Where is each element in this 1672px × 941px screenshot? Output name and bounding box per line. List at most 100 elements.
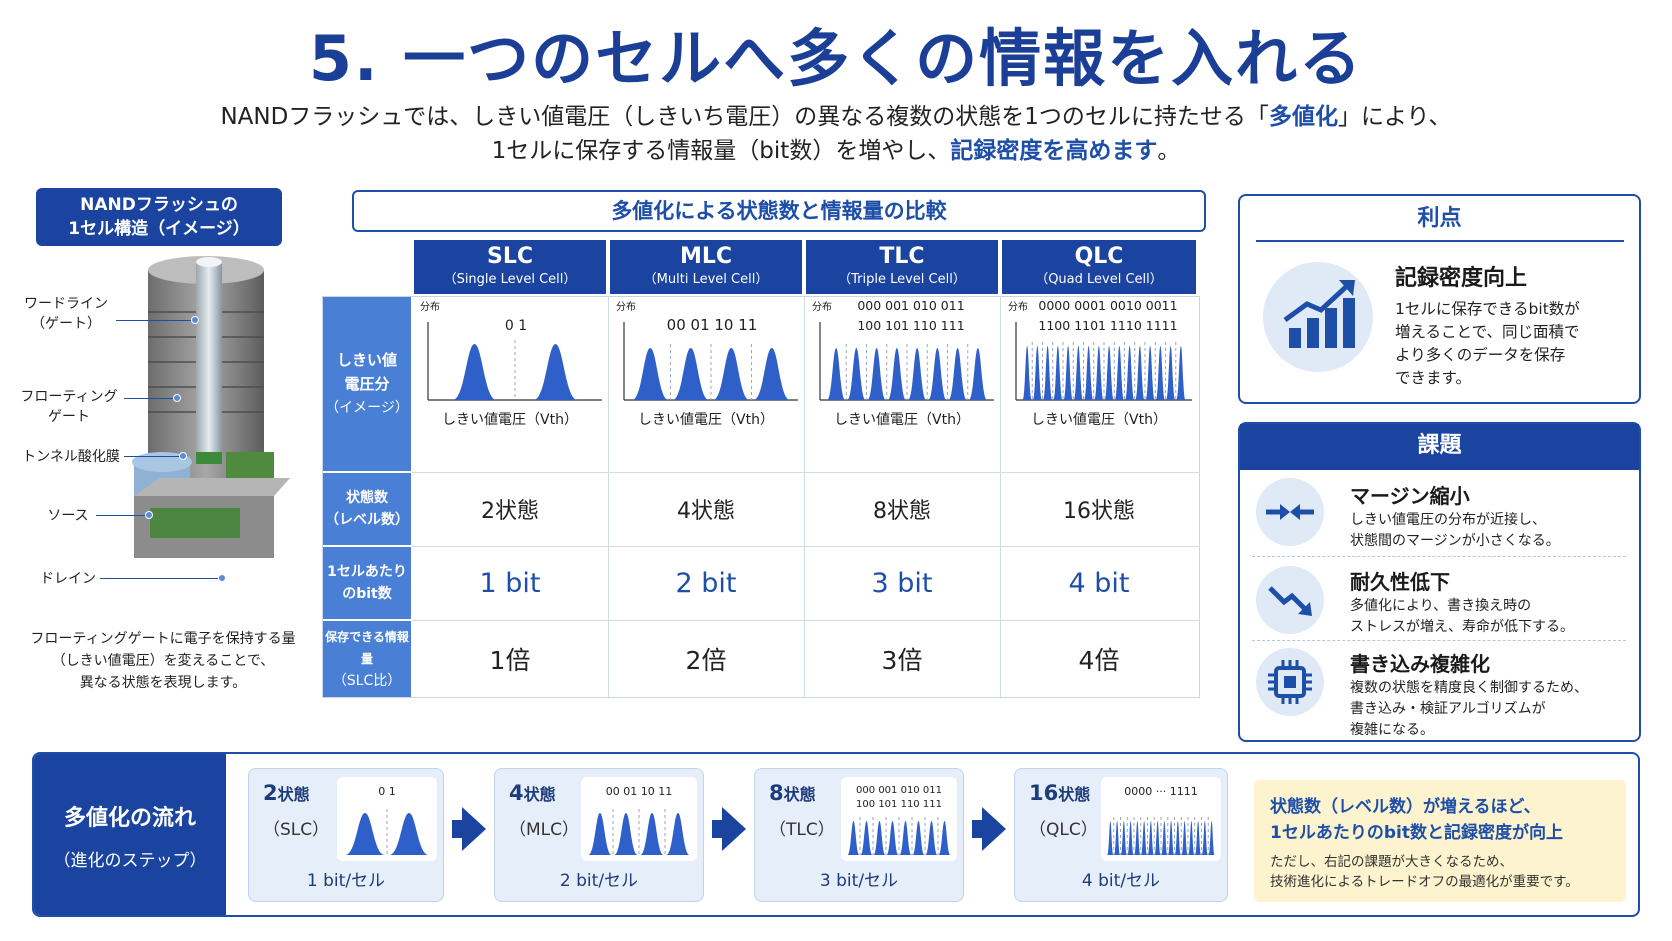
issues-title: 課題 [1240,424,1639,470]
axis-label-x: しきい値電圧（Vth） [834,412,970,428]
col-full-slc: （Single Level Cell） [443,272,577,287]
flow-codes-bottom: 100 101 110 111 [856,799,942,810]
distribution-peak [887,348,906,400]
flow-peak [860,821,873,855]
trend-down-icon [1256,566,1324,634]
row-head-dist-l2: 電圧分 [344,375,390,393]
caption-l2: （しきい値電圧）を変えることで、 [51,653,275,669]
leader-dot-tunnel [179,452,187,460]
flow-step-count-unit: 状態 [523,785,556,804]
axis-label-y: 分布 [1008,301,1028,313]
flow-step-count: 16状態 [1029,781,1090,805]
issue-complexity-desc-l3: 複雑になる。 [1350,722,1434,738]
caption-l3: 異なる状態を表現します。 [79,675,247,691]
leader-source [96,515,148,516]
flow-step-count-unit: 状態 [1058,785,1091,804]
flow-peak [1161,821,1168,855]
bits-slc: 1 bit [479,567,541,599]
label-floating-gate: フローティング ゲート [14,386,124,426]
distribution-peak [968,348,987,400]
flow-label-l1: 多値化の流れ [63,806,196,831]
issue-durability-desc-l1: 多値化により、書き換え時の [1350,598,1532,614]
flow-peak [873,821,886,855]
col-head-tlc: TLC （Triple Level Cell） [806,240,998,294]
distribution-peak [1155,346,1165,400]
col-name-qlc: QLC [1074,244,1124,269]
intro-text: NANDフラッシュでは、しきい値電圧（しきいち電圧）の異なる複数の状態を1つのセ… [0,100,1672,168]
advantage-divider [1256,240,1624,242]
distribution-peak [847,348,866,400]
col-name-slc: SLC [486,244,533,269]
row-head-states-l1: 状態数 [346,490,388,506]
row-head-bits: 1セルあたり のbit数 [323,547,411,619]
flow-graph-bg [581,777,697,861]
adv-desc-l2: 増えることで、同じ面積で [1395,323,1580,341]
issues-panel [1238,422,1641,742]
issue-margin-desc-l2: 状態間のマージンが小さくなる。 [1350,533,1560,549]
flow-peak [1174,821,1181,855]
intro-highlight-density: 記録密度を高めます [950,138,1158,164]
comparison-title: 多値化による状態数と情報量の比較 [352,190,1206,232]
flow-codes: 0000 ··· 1111 [1124,785,1197,798]
flow-peak [1114,821,1121,855]
advantage-title: 利点 [1417,206,1462,231]
distribution-peak [827,348,846,400]
leader-drain [100,578,222,579]
issue-separator [1252,556,1626,557]
flow-peak [1134,821,1141,855]
distribution-peak [713,348,750,400]
state-codes: 0 1 [505,318,527,334]
intro-line2-a: 1セルに保存する情報量（bit数）を増やし、 [491,138,951,164]
state-codes-bottom: 100 101 110 111 [857,318,964,333]
issue-complexity-desc-l1: 複数の状態を精度良く制御するため、 [1350,680,1588,696]
flow-codes: 00 01 10 11 [606,785,672,798]
flow-step-count-num: 2 [263,781,278,805]
issue-margin-desc-l1: しきい値電圧の分布が近接し、 [1350,512,1546,528]
page-title: 5. 一つのセルへ多くの情報を入れる [308,22,1364,95]
axis-label-y: 分布 [616,301,636,313]
col-full-tlc: （Triple Level Cell） [838,272,966,287]
advantage-panel [1238,194,1641,404]
note-line2: 1セルあたりのbit数と記録密度が向上 [1270,823,1563,843]
row-head-states: 状態数 （レベル数） [323,473,411,545]
flow-peak [899,821,912,855]
label-tunnel-oxide: トンネル酸化膜 [22,449,120,465]
label-wordline: ワードライン （ゲート） [18,293,114,333]
flow-step-type: （SLC） [263,820,330,840]
issue-complexity-title: 書き込み複雑化 [1350,652,1490,676]
flow-label-l2: （進化のステップ） [53,851,207,871]
flow-step-graph: 0 1 [337,777,437,861]
state-codes-bottom: 1100 1101 1110 1111 [1038,318,1177,333]
state-codes: 00 01 10 11 [667,316,758,334]
issue-separator [1252,640,1626,641]
distribution-peak [1176,346,1186,400]
comparison-table [322,296,1200,698]
flow-step-mlc: 4状態 （MLC） 00 01 10 11 2 bit/セル [494,768,704,902]
col-full-qlc: （Quad Level Cell） [1035,272,1163,287]
flow-peak [938,821,951,855]
intro-line2-b: 。 [1157,138,1181,164]
flow-peak [847,821,860,855]
capacity-mlc: 2倍 [685,646,727,675]
adv-desc-l3: より多くのデータを保存 [1395,346,1566,364]
distribution-peak [672,348,709,400]
flow-arrow-icon [722,807,746,851]
distribution-peak [1114,346,1124,400]
col-head-qlc: QLC （Quad Level Cell） [1002,240,1196,294]
flow-peak [588,813,612,855]
row-head-states-l2: （レベル数） [325,512,409,528]
axis-label-y: 分布 [812,301,832,313]
distribution-peak [1166,346,1176,400]
flow-step-tlc: 8状態 （TLC） 000 001 010 011 100 101 110 111… [754,768,964,902]
row-head-bits-l1: 1セルあたり [327,564,407,580]
cell-caption: フローティングゲートに電子を保持する量 （しきい値電圧）を変えることで、 異なる… [18,628,308,694]
col-name-mlc: MLC [679,244,733,269]
state-codes-top: 0000 0001 0010 0011 [1038,298,1177,313]
states-qlc: 16状態 [1063,499,1135,524]
chip-icon [1256,648,1324,716]
flow-peak [666,813,690,855]
distribution-peak [1145,346,1155,400]
flow-step-count: 8状態 [769,781,816,805]
cell-title-line1: NANDフラッシュの [80,195,238,215]
flow-step-type: （TLC） [769,820,835,840]
